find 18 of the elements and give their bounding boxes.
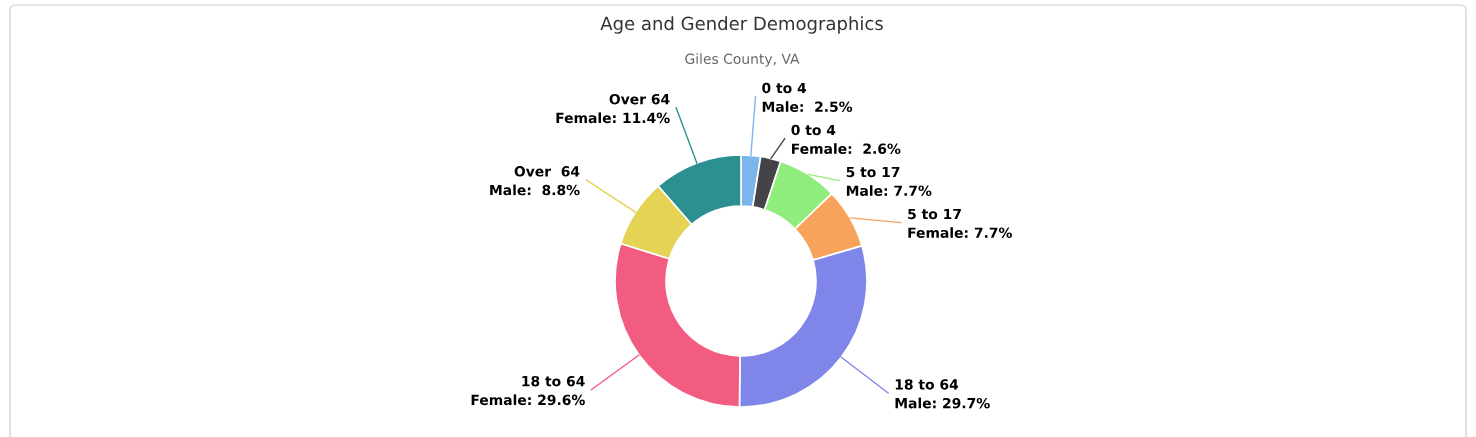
chart-title: Age and Gender Demographics — [600, 16, 883, 34]
data-label: Male: 2.5% — [762, 101, 853, 112]
slice-label: 0 to 4 — [791, 124, 836, 136]
slice-label: 18 to 64 — [895, 379, 959, 390]
data-label: Female: 29.6% — [471, 394, 585, 406]
data-label: Female: 2.6% — [792, 143, 901, 154]
slice-label: 18 to 64 — [522, 375, 585, 387]
slice-label: Over 64 — [609, 93, 670, 105]
data-label: Female: 7.7% — [908, 227, 1012, 238]
data-label: Male: 29.7% — [895, 397, 990, 409]
slice-label: 5 to 17 — [846, 166, 900, 178]
chart-subtitle: Giles County, VA — [685, 53, 800, 67]
slice-label: 5 to 17 — [908, 208, 961, 220]
slice-label: 0 to 4 — [762, 82, 807, 94]
slice-label: Over 64 — [514, 166, 580, 177]
data-label: Male: 8.8% — [490, 184, 580, 196]
data-label: Male: 7.7% — [846, 185, 932, 196]
data-label: Female: 11.4% — [556, 112, 670, 124]
